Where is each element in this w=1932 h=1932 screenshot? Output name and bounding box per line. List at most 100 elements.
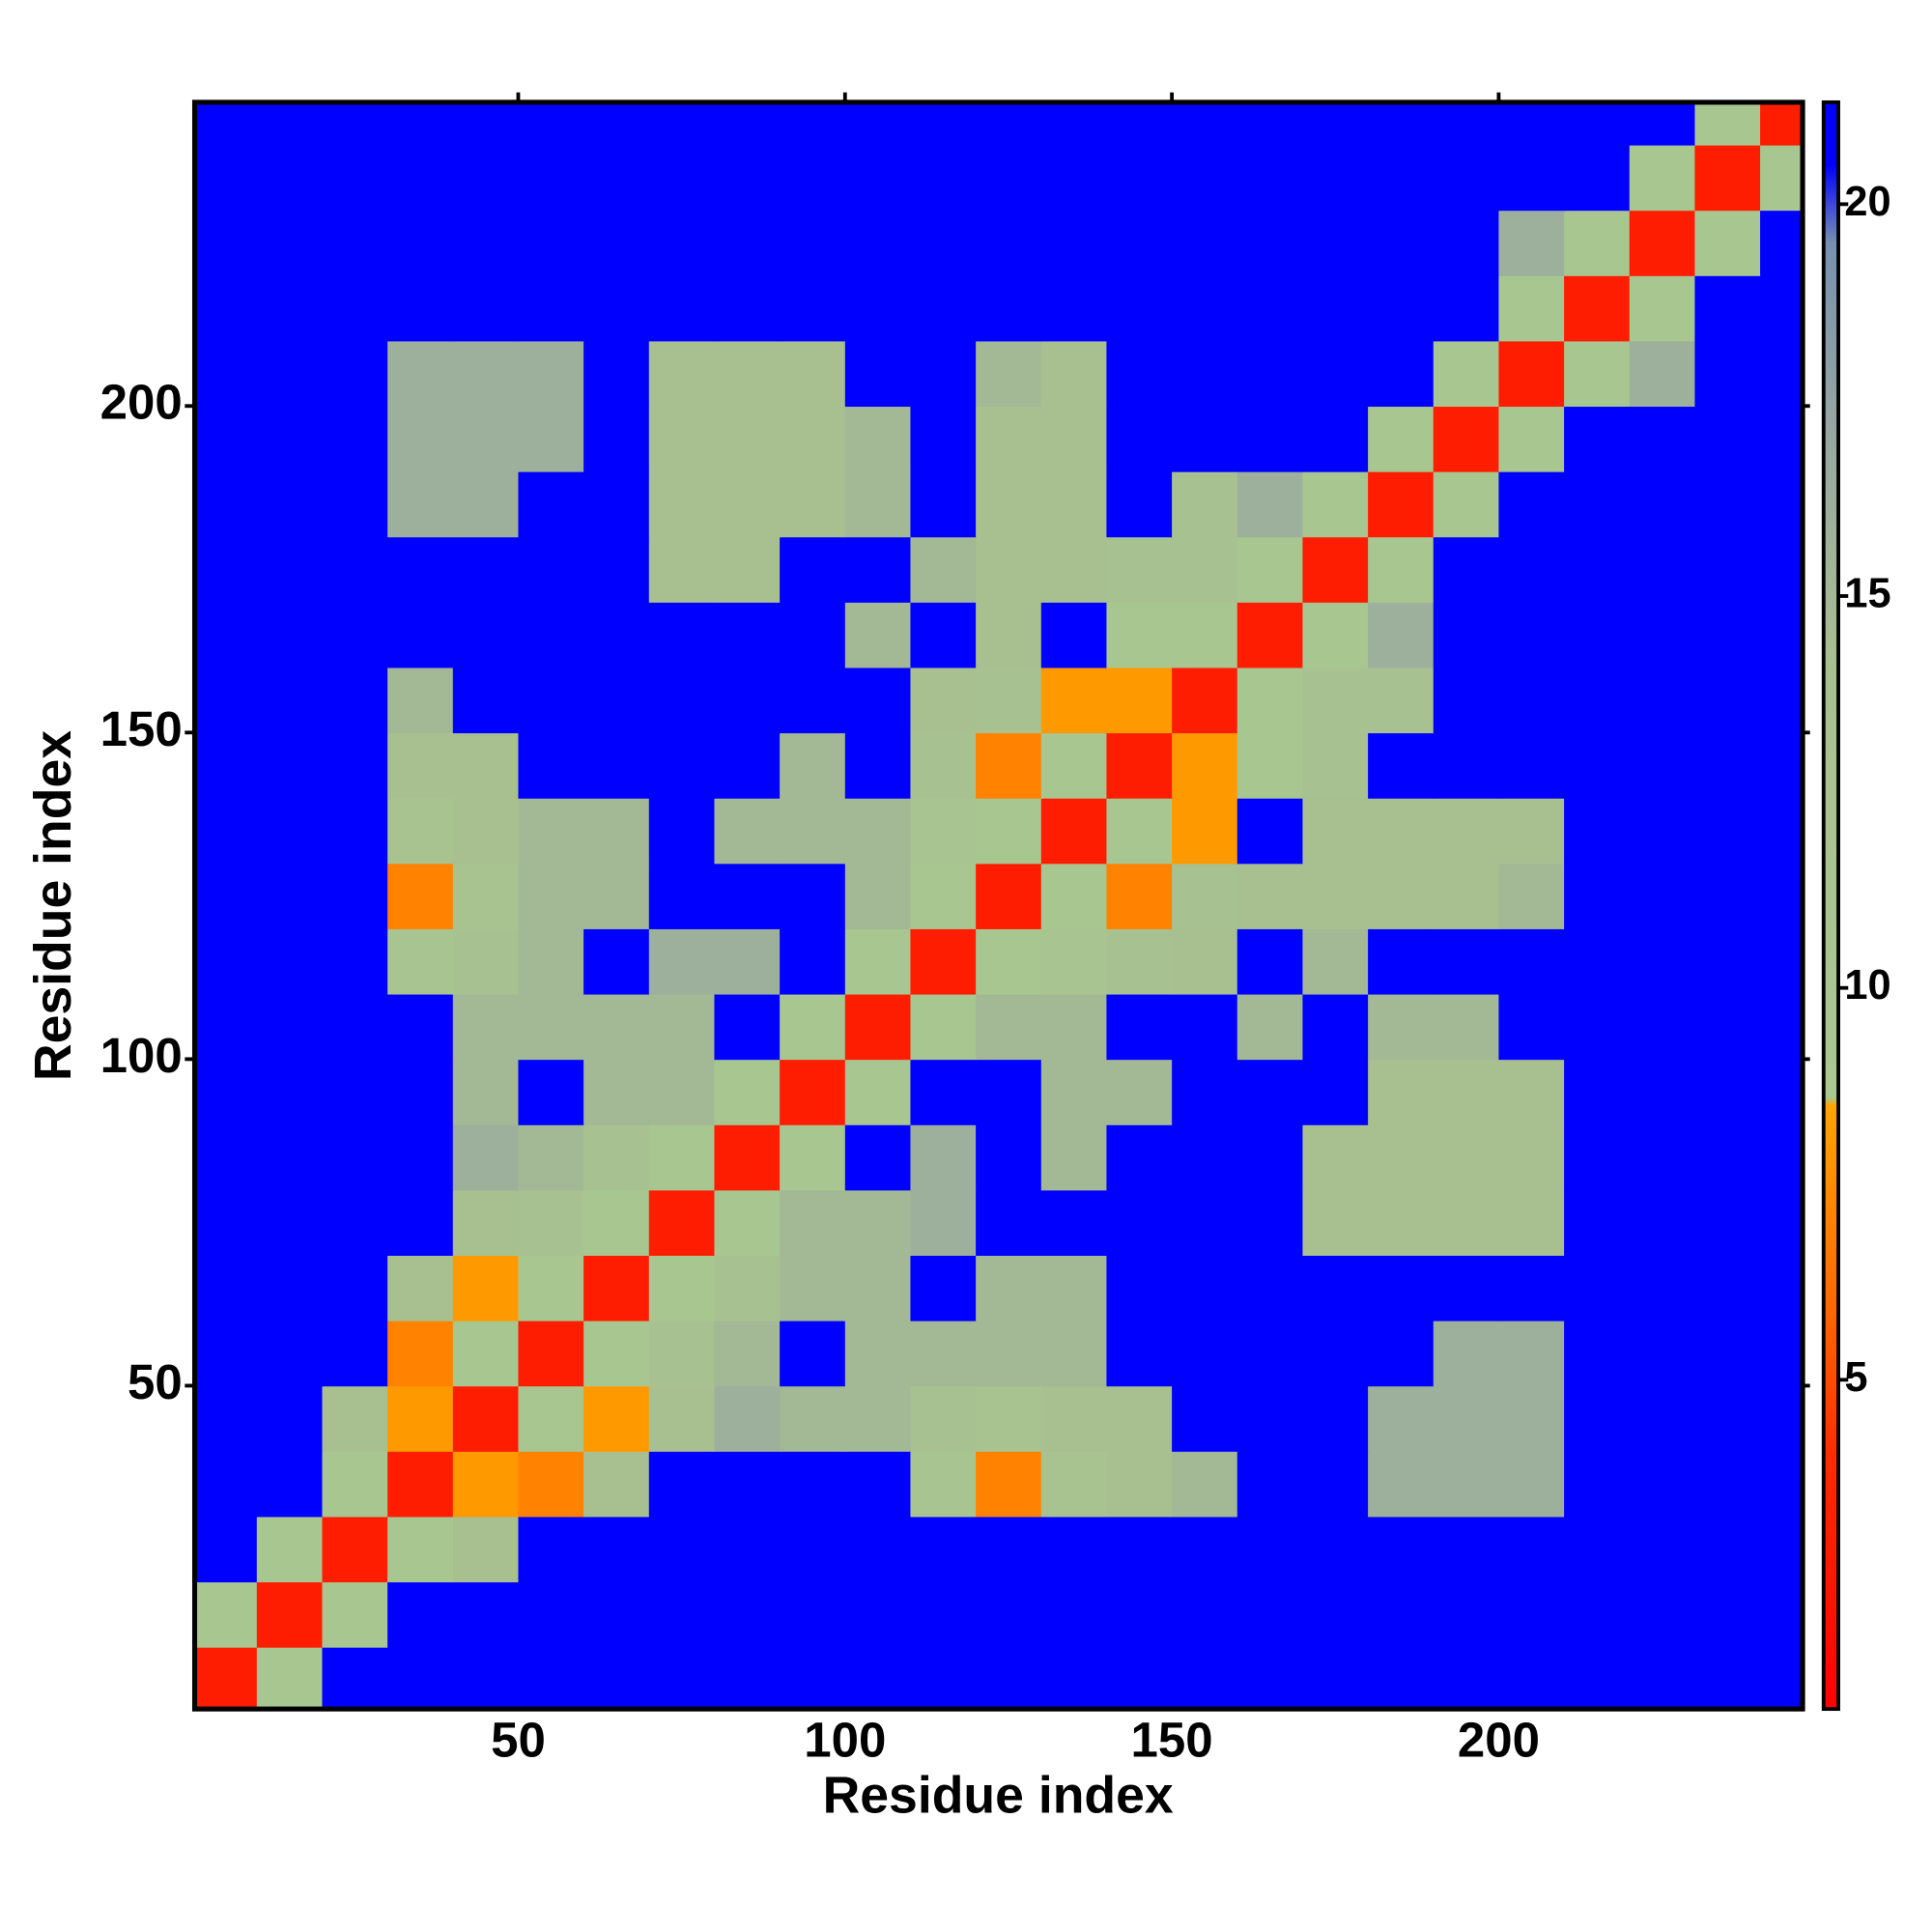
cell xyxy=(1433,797,1500,865)
cell xyxy=(1498,470,1565,538)
cell xyxy=(844,1059,912,1125)
cell xyxy=(1040,667,1108,734)
y-axis-title: Residue index xyxy=(25,730,82,1081)
cell xyxy=(714,101,781,146)
cell xyxy=(1760,928,1804,995)
cell xyxy=(1040,340,1108,408)
cell xyxy=(1629,340,1696,408)
cell xyxy=(910,536,977,603)
cell xyxy=(976,1189,1042,1256)
cell xyxy=(1564,1255,1631,1321)
cell xyxy=(194,101,258,146)
cell xyxy=(910,732,977,799)
cell xyxy=(1694,797,1761,865)
cell xyxy=(1302,1189,1369,1256)
cell xyxy=(1433,863,1500,929)
cell xyxy=(1498,101,1565,146)
cell xyxy=(1040,797,1108,865)
cell xyxy=(583,101,650,146)
cell xyxy=(1433,1451,1500,1518)
cell xyxy=(452,863,520,929)
cell xyxy=(1564,406,1631,472)
cell xyxy=(518,536,584,603)
cell xyxy=(1433,1059,1500,1125)
cell xyxy=(1564,1124,1631,1191)
cell xyxy=(1564,275,1631,342)
cell xyxy=(714,1255,781,1321)
cell xyxy=(1236,1059,1304,1125)
cell xyxy=(714,1320,781,1387)
cell xyxy=(518,1189,584,1256)
cell xyxy=(1629,1385,1696,1452)
cell xyxy=(714,1451,781,1518)
cell xyxy=(844,340,912,408)
cell xyxy=(976,144,1042,212)
cell xyxy=(780,797,846,865)
cell xyxy=(1172,1124,1238,1191)
cell xyxy=(518,1451,584,1518)
cell xyxy=(194,1646,258,1710)
cell xyxy=(780,863,846,929)
cell xyxy=(322,1059,388,1125)
cell xyxy=(1498,993,1565,1061)
cell xyxy=(194,993,258,1061)
cell xyxy=(780,1189,846,1256)
cell xyxy=(1040,101,1108,146)
cell xyxy=(1368,536,1435,603)
cell xyxy=(1172,1059,1238,1125)
cell xyxy=(1040,1059,1108,1125)
cell xyxy=(322,732,388,799)
cell xyxy=(1629,1320,1696,1387)
cell xyxy=(714,1646,781,1710)
cell xyxy=(976,1385,1042,1452)
cell xyxy=(518,1320,584,1387)
cell xyxy=(910,1124,977,1191)
cell xyxy=(518,1646,584,1710)
cell xyxy=(1694,993,1761,1061)
cell xyxy=(1236,1385,1304,1452)
cell xyxy=(976,101,1042,146)
cell xyxy=(1236,536,1304,603)
cell xyxy=(452,470,520,538)
cell xyxy=(1302,1255,1369,1321)
cell xyxy=(1433,1385,1500,1452)
cell xyxy=(387,536,454,603)
cell xyxy=(322,536,388,603)
cell xyxy=(1629,1255,1696,1321)
cell xyxy=(194,1385,258,1452)
cell xyxy=(387,1451,454,1518)
cell xyxy=(1433,993,1500,1061)
cell xyxy=(976,1059,1042,1125)
cell xyxy=(1760,1189,1804,1256)
cell xyxy=(387,210,454,276)
cell xyxy=(1760,275,1804,342)
cell xyxy=(1302,863,1369,929)
cell xyxy=(976,1255,1042,1321)
cell xyxy=(1368,275,1435,342)
cell xyxy=(648,1581,716,1648)
cell xyxy=(910,275,977,342)
cell xyxy=(1106,1581,1173,1648)
cell xyxy=(256,1516,324,1583)
cell xyxy=(1172,993,1238,1061)
cell xyxy=(1236,1516,1304,1583)
cell xyxy=(1106,470,1173,538)
cell xyxy=(1760,1451,1804,1518)
cell xyxy=(1040,1189,1108,1256)
cell xyxy=(1564,1189,1631,1256)
cell xyxy=(1368,1255,1435,1321)
cell xyxy=(256,470,324,538)
cell xyxy=(1040,732,1108,799)
cell xyxy=(910,1516,977,1583)
cell xyxy=(256,1320,324,1387)
cell xyxy=(256,1059,324,1125)
cell xyxy=(583,993,650,1061)
cell xyxy=(1564,667,1631,734)
cell xyxy=(1433,602,1500,668)
cell xyxy=(1694,667,1761,734)
cell xyxy=(844,1516,912,1583)
cell xyxy=(1564,1320,1631,1387)
cell xyxy=(1498,1059,1565,1125)
cell xyxy=(1236,1451,1304,1518)
cell xyxy=(452,406,520,472)
